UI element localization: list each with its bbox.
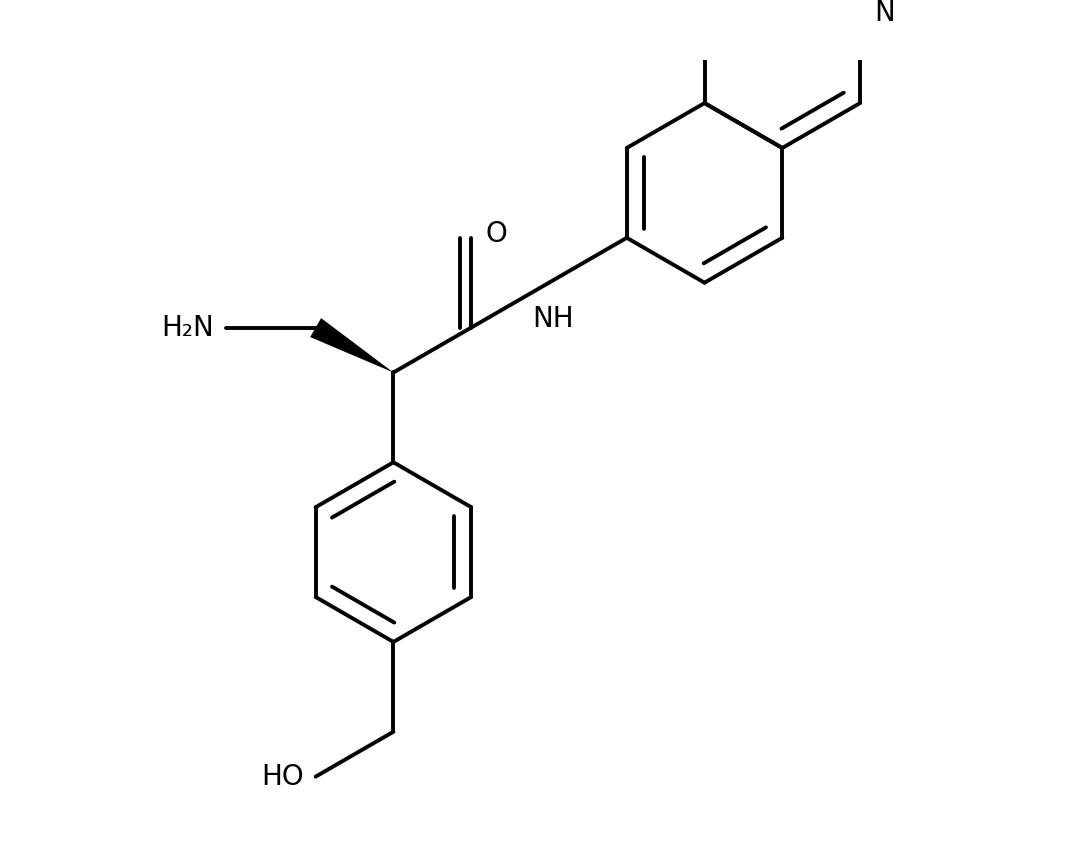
Text: O: O xyxy=(485,220,507,248)
Text: NH: NH xyxy=(532,304,574,332)
Text: N: N xyxy=(874,0,895,27)
Text: HO: HO xyxy=(262,762,304,790)
Polygon shape xyxy=(310,318,393,372)
Text: H₂N: H₂N xyxy=(161,314,215,342)
